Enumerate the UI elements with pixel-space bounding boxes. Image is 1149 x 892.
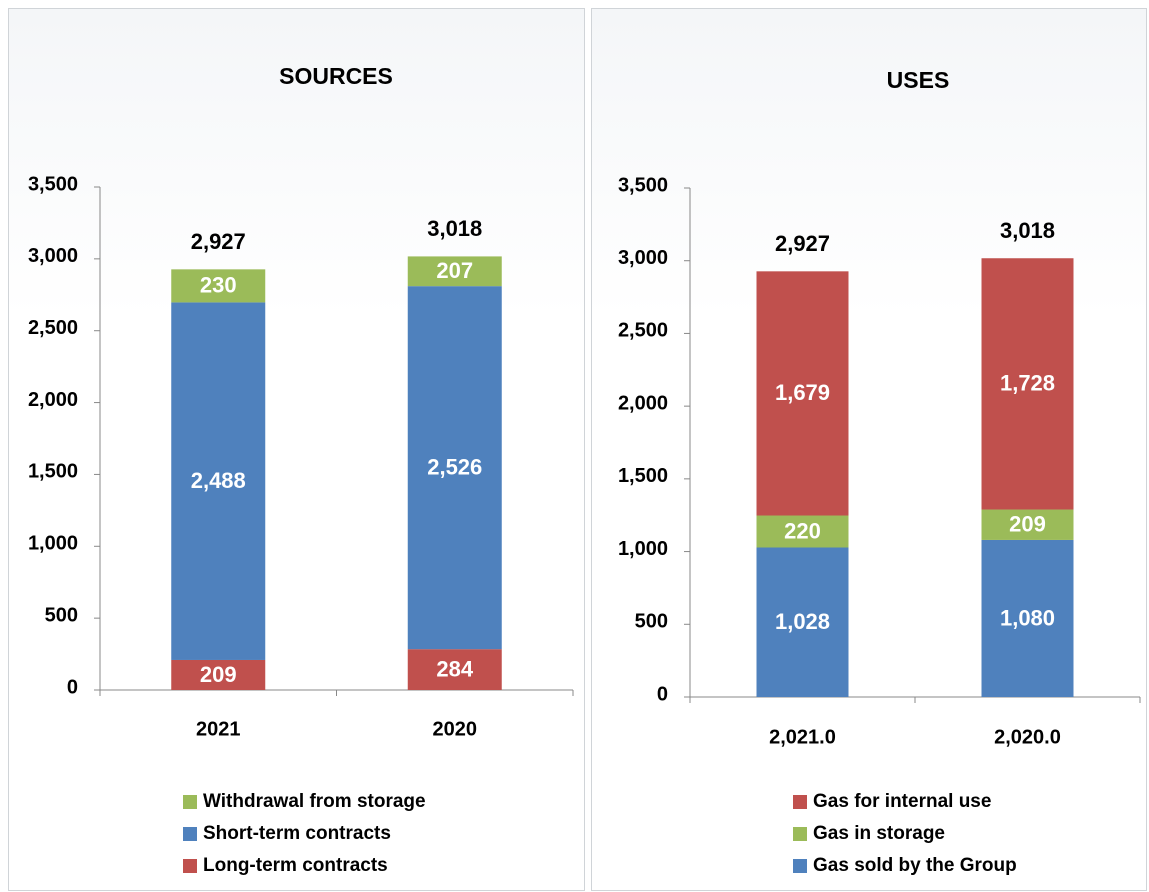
y-tick-label: 1,000 — [28, 533, 78, 555]
y-tick-label: 3,500 — [618, 174, 668, 196]
value-label: 220 — [784, 518, 821, 543]
y-tick-label: 1,500 — [618, 465, 668, 487]
x-tick-label: 2020 — [433, 718, 478, 740]
value-label: 209 — [1009, 512, 1046, 537]
y-tick-label: 3,000 — [28, 245, 78, 267]
y-tick-label: 3,500 — [28, 173, 78, 195]
legend-label: Gas for internal use — [813, 791, 991, 812]
bar-segment — [981, 539, 1074, 697]
legend-swatch — [793, 827, 807, 841]
bar-segment — [756, 515, 849, 548]
value-label: 1,028 — [775, 609, 830, 634]
chart-title: SOURCES — [279, 63, 393, 89]
y-tick-label: 0 — [657, 683, 668, 705]
x-tick-label: 2,021.0 — [769, 726, 836, 748]
y-tick-label: 2,000 — [618, 392, 668, 414]
y-tick-label: 3,000 — [618, 247, 668, 269]
legend-swatch — [183, 795, 197, 809]
y-tick-label: 2,000 — [28, 389, 78, 411]
bar-segment — [756, 271, 849, 516]
value-label: 1,728 — [1000, 371, 1055, 396]
y-tick-label: 0 — [67, 676, 78, 698]
y-tick-label: 500 — [635, 611, 668, 633]
bar-segment — [756, 547, 849, 697]
legend-label: Gas in storage — [813, 823, 945, 844]
y-tick-label: 1,000 — [618, 538, 668, 560]
total-label: 3,018 — [1000, 218, 1055, 243]
value-label: 284 — [436, 656, 473, 681]
legend-label: Long-term contracts — [203, 855, 388, 876]
bar-segment — [981, 509, 1074, 540]
chart-title: USES — [887, 67, 950, 93]
y-tick-label: 2,500 — [618, 320, 668, 342]
bar-segment — [407, 256, 502, 287]
bar-segment — [171, 659, 266, 690]
value-label: 207 — [436, 258, 473, 283]
legend-swatch — [183, 827, 197, 841]
legend-swatch — [793, 859, 807, 873]
bar-segment — [981, 258, 1074, 510]
y-tick-label: 500 — [45, 604, 78, 626]
legend-swatch — [183, 859, 197, 873]
bar-segment — [171, 269, 266, 303]
legend-label: Withdrawal from storage — [203, 791, 426, 812]
value-label: 1,679 — [775, 380, 830, 405]
value-label: 1,080 — [1000, 605, 1055, 630]
legend-label: Gas sold by the Group — [813, 855, 1017, 876]
bar-segment — [407, 649, 502, 690]
bar-segment — [171, 302, 266, 660]
legend-swatch — [793, 795, 807, 809]
legend-label: Short-term contracts — [203, 823, 391, 844]
x-tick-label: 2021 — [196, 718, 241, 740]
total-label: 3,018 — [427, 216, 482, 241]
value-label: 230 — [200, 273, 237, 298]
total-label: 2,927 — [775, 231, 830, 256]
total-label: 2,927 — [191, 229, 246, 254]
y-tick-label: 2,500 — [28, 317, 78, 339]
value-label: 2,488 — [191, 468, 246, 493]
bar-segment — [407, 286, 502, 650]
x-tick-label: 2,020.0 — [994, 726, 1061, 748]
value-label: 209 — [200, 662, 237, 687]
value-label: 2,526 — [427, 454, 482, 479]
y-tick-label: 1,500 — [28, 461, 78, 483]
